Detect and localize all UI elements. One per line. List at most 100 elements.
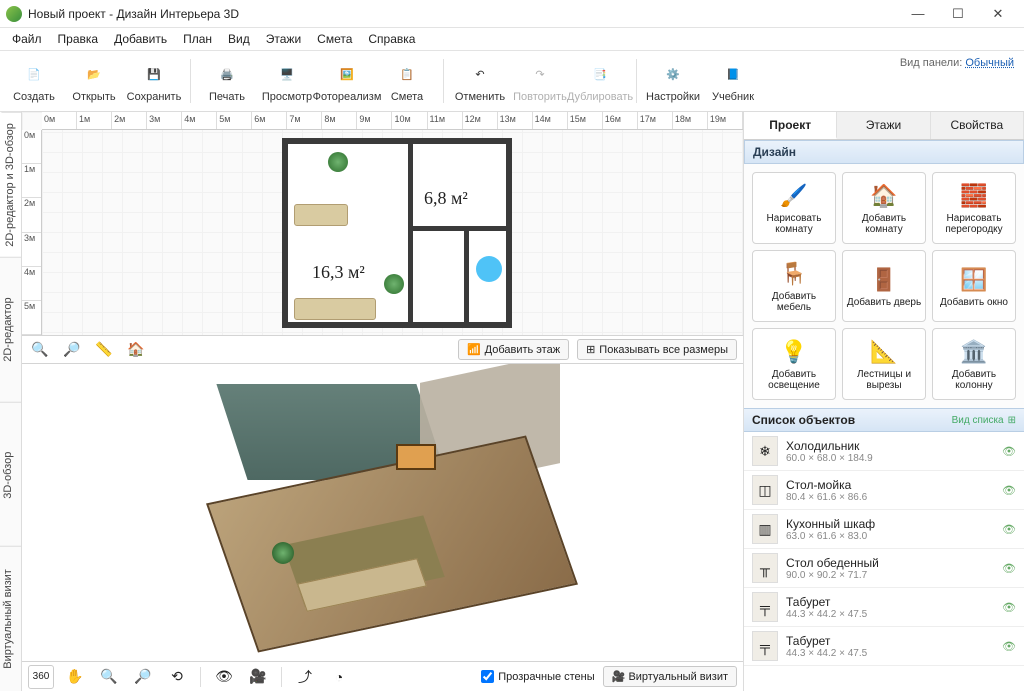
zoom-out-button[interactable]: 🔍 bbox=[28, 339, 52, 361]
object-thumb-icon: ╥ bbox=[752, 553, 778, 583]
visibility-icon[interactable]: 👁 bbox=[1002, 445, 1016, 458]
right-tab-Этажи[interactable]: Этажи bbox=[837, 112, 930, 139]
tool-Нарисовать-комнату[interactable]: 🖌️Нарисовать комнату bbox=[752, 172, 836, 244]
tool-Добавить-освещение[interactable]: 💡Добавить освещение bbox=[752, 328, 836, 400]
preview-button[interactable]: 🖥️Просмотр bbox=[257, 53, 317, 109]
menu-Добавить[interactable]: Добавить bbox=[106, 30, 175, 48]
rotate360-button[interactable]: 360 bbox=[28, 665, 54, 689]
redo-icon: ↷ bbox=[525, 59, 555, 89]
measure-button[interactable]: 📏 bbox=[92, 339, 116, 361]
tool-Добавить-колонну[interactable]: 🏛️Добавить колонну bbox=[932, 328, 1016, 400]
object-thumb-icon: ╤ bbox=[752, 592, 778, 622]
object-row[interactable]: ❄Холодильник60.0 × 68.0 × 184.9👁 bbox=[744, 432, 1024, 471]
visibility-icon[interactable]: 👁 bbox=[1002, 601, 1016, 614]
app-icon bbox=[6, 6, 22, 22]
list-view-toggle[interactable]: Вид списка ⊞ bbox=[952, 415, 1016, 426]
plan-toolbar: 🔍 🔎 📏 🏠 📶 Добавить этаж ⊞ Показывать все… bbox=[22, 335, 743, 363]
object-list-header: Список объектов Вид списка ⊞ bbox=[744, 408, 1024, 432]
open-icon: 📂 bbox=[79, 59, 109, 89]
tools-grid: 🖌️Нарисовать комнату🏠Добавить комнату🧱На… bbox=[744, 164, 1024, 408]
print-button[interactable]: 🖨️Печать bbox=[197, 53, 257, 109]
menu-План[interactable]: План bbox=[175, 30, 220, 48]
plant-icon bbox=[328, 152, 348, 172]
save-button[interactable]: 💾Сохранить bbox=[124, 53, 184, 109]
zoom-in-button[interactable]: 🔎 bbox=[60, 339, 84, 361]
pan-button[interactable]: ✋ bbox=[62, 665, 88, 689]
object-row[interactable]: ╤Табурет44.3 × 44.2 × 47.5👁 bbox=[744, 588, 1024, 627]
sofa-icon bbox=[294, 204, 348, 226]
view-3d[interactable]: 360 ✋ 🔍 🔎 ⟲ 👁 🎥 ⤴ ◔ Прозрачные стены 🎥 В… bbox=[22, 364, 743, 691]
room-label: 16,3 м² bbox=[312, 262, 365, 283]
side-tabs: 2D-редактор и 3D-обзор2D-редактор3D-обзо… bbox=[0, 112, 22, 691]
duplicate-button: 📑Дублировать bbox=[570, 53, 630, 109]
menu-Вид[interactable]: Вид bbox=[220, 30, 258, 48]
maximize-button[interactable]: ☐ bbox=[938, 0, 978, 28]
menu-Файл[interactable]: Файл bbox=[4, 30, 50, 48]
wall bbox=[408, 138, 413, 328]
create-icon: 📄 bbox=[19, 59, 49, 89]
settings-button[interactable]: ⚙️Настройки bbox=[643, 53, 703, 109]
menu-Правка[interactable]: Правка bbox=[50, 30, 107, 48]
right-tab-Проект[interactable]: Проект bbox=[744, 112, 837, 139]
home-button[interactable]: 🏠 bbox=[124, 339, 148, 361]
object-list: ❄Холодильник60.0 × 68.0 × 184.9👁◫Стол-мо… bbox=[744, 432, 1024, 691]
angle-button[interactable]: ◔ bbox=[326, 665, 352, 689]
menu-Смета[interactable]: Смета bbox=[309, 30, 360, 48]
undo-button[interactable]: ↶Отменить bbox=[450, 53, 510, 109]
create-button[interactable]: 📄Создать bbox=[4, 53, 64, 109]
plan-2d[interactable]: 0м1м2м3м4м5м6м7м8м9м10м11м12м13м14м15м16… bbox=[22, 112, 743, 364]
title-bar: Новый проект - Дизайн Интерьера 3D — ☐ ✕ bbox=[0, 0, 1024, 28]
floorplan[interactable]: 16,3 м² 6,8 м² bbox=[282, 138, 512, 328]
wall bbox=[464, 226, 469, 328]
tool-Добавить-комнату[interactable]: 🏠Добавить комнату bbox=[842, 172, 926, 244]
center-area: 0м1м2м3м4м5м6м7м8м9м10м11м12м13м14м15м16… bbox=[22, 112, 744, 691]
tool-Добавить-дверь[interactable]: 🚪Добавить дверь bbox=[842, 250, 926, 322]
object-thumb-icon: ▥ bbox=[752, 514, 778, 544]
visibility-icon[interactable]: 👁 bbox=[1002, 640, 1016, 653]
visibility-icon[interactable]: 👁 bbox=[1002, 523, 1016, 536]
virtual-visit-button[interactable]: 🎥 Виртуальный визит bbox=[603, 666, 737, 687]
object-row[interactable]: ▥Кухонный шкаф63.0 × 61.6 × 83.0👁 bbox=[744, 510, 1024, 549]
zoom-out-3d-button[interactable]: 🔍 bbox=[96, 665, 122, 689]
menu-Этажи[interactable]: Этажи bbox=[258, 30, 309, 48]
open-button[interactable]: 📂Открыть bbox=[64, 53, 124, 109]
side-tab-0[interactable]: 2D-редактор и 3D-обзор bbox=[0, 112, 21, 257]
panel-mode-link[interactable]: Обычный bbox=[965, 57, 1014, 69]
rotate-button[interactable]: ⟲ bbox=[164, 665, 190, 689]
tutorial-button[interactable]: 📘Учебник bbox=[703, 53, 763, 109]
tool-Добавить-окно[interactable]: 🪟Добавить окно bbox=[932, 250, 1016, 322]
room-label: 6,8 м² bbox=[424, 188, 468, 209]
plant-icon bbox=[384, 274, 404, 294]
minimize-button[interactable]: — bbox=[898, 0, 938, 28]
zoom-in-3d-button[interactable]: 🔎 bbox=[130, 665, 156, 689]
menu-Справка[interactable]: Справка bbox=[360, 30, 423, 48]
camera-button[interactable]: 🎥 bbox=[245, 665, 271, 689]
add-floor-button[interactable]: 📶 Добавить этаж bbox=[458, 339, 569, 360]
sink-icon bbox=[476, 256, 502, 282]
object-row[interactable]: ╥Стол обеденный90.0 × 90.2 × 71.7👁 bbox=[744, 549, 1024, 588]
reset-button[interactable]: ⤴ bbox=[292, 665, 318, 689]
object-thumb-icon: ╤ bbox=[752, 631, 778, 661]
right-tab-Свойства[interactable]: Свойства bbox=[931, 112, 1024, 139]
estimate-button[interactable]: 📋Смета bbox=[377, 53, 437, 109]
transparent-walls-checkbox[interactable]: Прозрачные стены bbox=[481, 670, 594, 683]
save-icon: 💾 bbox=[139, 59, 169, 89]
tool-Добавить-мебель[interactable]: 🪑Добавить мебель bbox=[752, 250, 836, 322]
side-tab-2[interactable]: 3D-обзор bbox=[0, 402, 21, 547]
ruler-horizontal: 0м1м2м3м4м5м6м7м8м9м10м11м12м13м14м15м16… bbox=[42, 112, 743, 130]
visibility-icon[interactable]: 👁 bbox=[1002, 484, 1016, 497]
photoreal-button[interactable]: 🖼️Фотореализм bbox=[317, 53, 377, 109]
object-row[interactable]: ╤Табурет44.3 × 44.2 × 47.5👁 bbox=[744, 627, 1024, 666]
tutorial-icon: 📘 bbox=[718, 59, 748, 89]
tool-Нарисовать-перегородку[interactable]: 🧱Нарисовать перегородку bbox=[932, 172, 1016, 244]
visibility-icon[interactable]: 👁 bbox=[1002, 562, 1016, 575]
tool-Лестницы-и-вырезы[interactable]: 📐Лестницы и вырезы bbox=[842, 328, 926, 400]
eye-button[interactable]: 👁 bbox=[211, 665, 237, 689]
side-tab-3[interactable]: Виртуальный визит bbox=[0, 546, 21, 691]
close-button[interactable]: ✕ bbox=[978, 0, 1018, 28]
show-dims-button[interactable]: ⊞ Показывать все размеры bbox=[577, 339, 737, 360]
view3d-toolbar: 360 ✋ 🔍 🔎 ⟲ 👁 🎥 ⤴ ◔ Прозрачные стены 🎥 В… bbox=[22, 661, 743, 691]
side-tab-1[interactable]: 2D-редактор bbox=[0, 257, 21, 402]
render-3d bbox=[232, 374, 562, 634]
object-row[interactable]: ◫Стол-мойка80.4 × 61.6 × 86.6👁 bbox=[744, 471, 1024, 510]
